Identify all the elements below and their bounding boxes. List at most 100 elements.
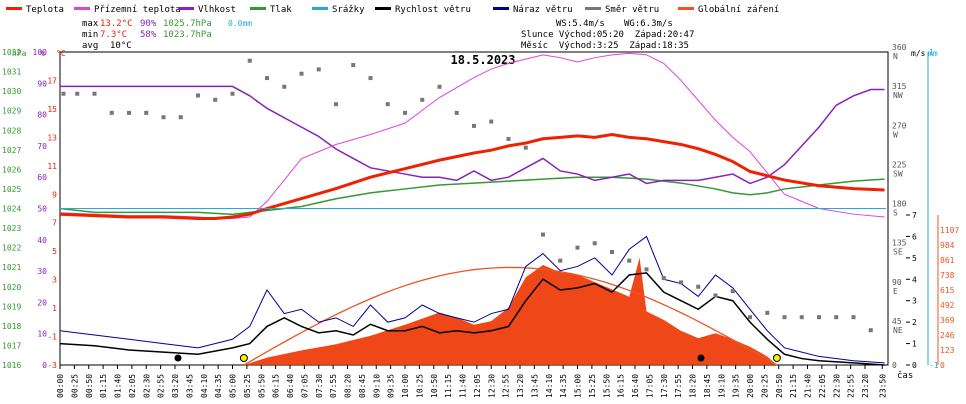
wind-direction-point — [541, 232, 545, 237]
x-tick-label: 18:20 — [689, 374, 698, 398]
wind-tick: 3 — [912, 297, 917, 306]
pressure-tick: 1031 — [2, 68, 21, 77]
legend-label: Vlhkost — [198, 5, 236, 15]
wind-tick: 1 — [912, 340, 917, 349]
direction-tick: 0 — [892, 361, 897, 370]
radiation-tick: 123 — [940, 346, 955, 355]
pressure-tick: 1016 — [2, 361, 21, 370]
x-tick-label: 22:05 — [818, 374, 827, 398]
radiation-tick: 984 — [940, 241, 955, 250]
axis-unit-label: m/s — [911, 49, 926, 58]
x-tick-label: 18:45 — [703, 374, 712, 398]
x-tick-label: 14:35 — [559, 374, 568, 398]
pressure-tick: 1017 — [2, 341, 21, 350]
x-tick-label: 14:10 — [545, 374, 554, 398]
direction-tick: 360 — [892, 43, 907, 52]
pressure-tick: 1030 — [2, 87, 21, 96]
x-tick-label: 05:00 — [229, 374, 238, 398]
axis-unit-label: mm — [928, 49, 938, 58]
pressure-tick: 1027 — [2, 146, 21, 155]
x-tick-label: 17:30 — [660, 374, 669, 398]
wind-tick: 7 — [912, 211, 917, 220]
x-tick-label: 04:10 — [200, 374, 209, 398]
x-tick-label: 04:35 — [214, 374, 223, 398]
radiation-tick: 738 — [940, 271, 955, 280]
legend-swatch — [250, 7, 266, 10]
pressure-tick: 1032 — [2, 48, 21, 57]
wind-direction-point — [782, 315, 787, 320]
x-tick-label: 01:15 — [99, 374, 108, 398]
x-tick-label: 15:25 — [588, 374, 597, 398]
humidity-tick: 20 — [37, 298, 47, 307]
stats-max-rain: 0.0mm — [228, 19, 252, 28]
x-tick-label: 02:55 — [157, 374, 166, 398]
wind-direction-point — [127, 110, 131, 115]
x-tick-label: 16:15 — [617, 374, 626, 398]
wind-direction-point — [472, 123, 476, 128]
legend-swatch — [6, 7, 22, 10]
wind-direction-point — [282, 84, 287, 89]
x-tick-label: 10:00 — [401, 374, 410, 398]
wind-tick: 2 — [912, 318, 917, 327]
wind-direction-point — [575, 245, 580, 250]
axis-unit-label: hPa — [12, 49, 27, 58]
x-tick-label: 11:15 — [444, 374, 453, 398]
humidity-tick: 80 — [37, 111, 47, 120]
x-tick-label: 08:20 — [344, 374, 353, 398]
legend-label: Globální záření — [698, 5, 779, 15]
legend-swatch — [375, 7, 391, 10]
wind-direction-point — [109, 110, 114, 115]
direction-tick: 90 — [892, 278, 902, 287]
wind-direction-point — [403, 110, 407, 115]
pressure-tick: 1025 — [2, 185, 21, 194]
x-tick-label: 07:30 — [315, 374, 324, 398]
x-unit-label: čas — [897, 370, 913, 381]
legend-label: Teplota — [26, 5, 64, 15]
pressure-tick: 1022 — [2, 244, 21, 253]
x-tick-label: 23:50 — [878, 374, 887, 398]
wind-direction-point — [299, 71, 304, 76]
wind-tick: 5 — [912, 254, 917, 263]
temperature-tick: -3 — [47, 361, 57, 370]
x-tick-label: 02:05 — [128, 374, 137, 398]
direction-tick-label: N — [893, 52, 898, 61]
stats-max-hum: 90% — [140, 19, 157, 29]
astro-info: WS:5.4m/s WG:6.3m/s Slunce Východ:05:20 … — [521, 19, 694, 51]
pressure-tick: 1020 — [2, 283, 21, 292]
x-tick-label: 22:30 — [832, 374, 841, 398]
temperature-tick: 3 — [52, 276, 57, 285]
x-tick-label: 13:45 — [530, 374, 539, 398]
wind-direction-point — [799, 315, 804, 320]
wind-direction-point — [61, 91, 66, 96]
legend-label: Rychlost větru — [395, 5, 471, 15]
humidity-tick: 100 — [33, 48, 48, 57]
wind-direction-point — [144, 110, 149, 115]
wind-direction-point — [610, 249, 614, 254]
x-tick-label: 17:55 — [674, 374, 683, 398]
direction-tick: 270 — [892, 121, 907, 130]
x-tick-label: 15:50 — [602, 374, 611, 398]
legend-swatch — [312, 7, 328, 10]
wind-direction-point — [679, 280, 683, 285]
radiation-tick: 246 — [940, 331, 955, 340]
x-tick-label: 10:25 — [415, 374, 424, 398]
direction-tick: 45 — [892, 317, 902, 326]
x-tick-label: 16:40 — [631, 374, 640, 398]
stats-avg-label: avg — [82, 41, 98, 51]
sunset-marker — [772, 354, 781, 362]
wind-direction-point — [213, 97, 218, 102]
stats-panel: max 13.2°C 90% 1025.7hPa 0.0mm min 7.3°C… — [82, 19, 252, 51]
x-tick-label: 03:20 — [171, 374, 180, 398]
x-tick-label: 21:15 — [789, 374, 798, 398]
x-tick-label: 19:35 — [732, 374, 741, 398]
humidity-tick: 40 — [37, 236, 47, 245]
rain-tick: 1 — [929, 48, 934, 57]
wind-tick: 6 — [912, 232, 917, 241]
rain-tick: -1 — [929, 361, 939, 370]
temperature-tick: 11 — [47, 162, 57, 171]
wind-direction-point — [334, 102, 338, 107]
x-tick-label: 02:30 — [142, 374, 151, 398]
wind-direction-point — [506, 136, 511, 141]
humidity-tick: 90 — [37, 79, 47, 88]
wind-direction-point — [265, 76, 269, 81]
